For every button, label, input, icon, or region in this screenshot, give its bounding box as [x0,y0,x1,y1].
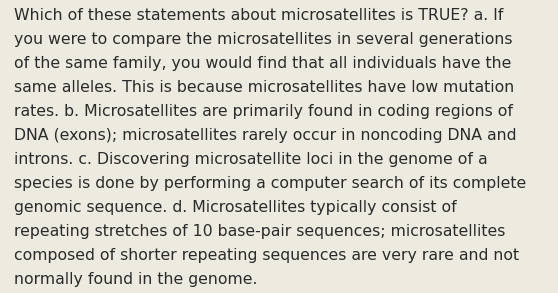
Text: repeating stretches of 10 base-pair sequences; microsatellites: repeating stretches of 10 base-pair sequ… [14,224,506,239]
Text: composed of shorter repeating sequences are very rare and not: composed of shorter repeating sequences … [14,248,519,263]
Text: introns. c. Discovering microsatellite loci in the genome of a: introns. c. Discovering microsatellite l… [14,152,488,167]
Text: rates. b. Microsatellites are primarily found in coding regions of: rates. b. Microsatellites are primarily … [14,104,513,119]
Text: you were to compare the microsatellites in several generations: you were to compare the microsatellites … [14,32,512,47]
Text: DNA (exons); microsatellites rarely occur in noncoding DNA and: DNA (exons); microsatellites rarely occu… [14,128,517,143]
Text: normally found in the genome.: normally found in the genome. [14,272,257,287]
Text: same alleles. This is because microsatellites have low mutation: same alleles. This is because microsatel… [14,80,514,95]
Text: species is done by performing a computer search of its complete: species is done by performing a computer… [14,176,526,191]
Text: of the same family, you would find that all individuals have the: of the same family, you would find that … [14,56,511,71]
Text: genomic sequence. d. Microsatellites typically consist of: genomic sequence. d. Microsatellites typ… [14,200,456,215]
Text: Which of these statements about microsatellites is TRUE? a. If: Which of these statements about microsat… [14,8,503,23]
